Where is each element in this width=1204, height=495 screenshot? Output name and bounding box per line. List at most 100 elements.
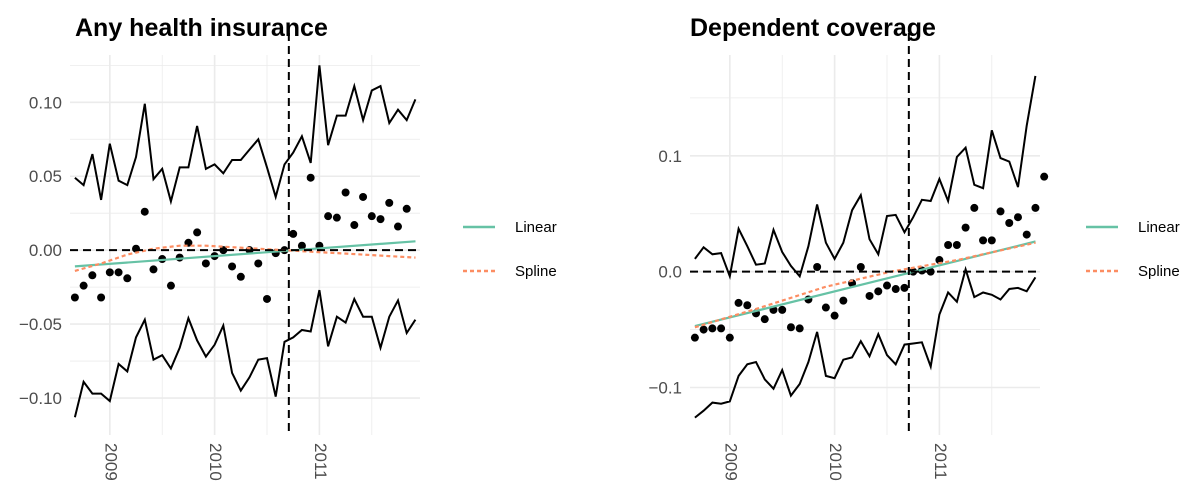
- fit-lines: [694, 240, 1036, 329]
- x-tick-label: 2011: [311, 443, 330, 480]
- data-point: [970, 203, 979, 212]
- data-point: [263, 294, 272, 303]
- data-point: [149, 265, 158, 274]
- data-point: [813, 263, 822, 272]
- data-points: [70, 173, 411, 303]
- data-point: [70, 293, 79, 302]
- reference-lines: [690, 33, 1040, 435]
- data-point: [1013, 213, 1022, 222]
- reference-lines: [70, 33, 420, 435]
- y-tick-label: 0.0: [658, 263, 682, 282]
- fit-lines: [74, 240, 416, 272]
- data-point: [88, 271, 97, 280]
- chart-title: Dependent coverage: [690, 14, 936, 42]
- data-point: [865, 291, 874, 300]
- y-tick-label: −0.10: [19, 389, 62, 408]
- data-point: [979, 236, 988, 245]
- legend-spline-label: Spline: [1138, 263, 1180, 280]
- data-point: [699, 325, 708, 334]
- linear-fit-line: [694, 240, 1036, 328]
- x-tick-label: 2009: [721, 443, 740, 481]
- data-point: [350, 221, 359, 230]
- legend: Linear Spline: [1086, 219, 1180, 280]
- data-point: [795, 324, 804, 333]
- data-point: [734, 298, 743, 307]
- legend-linear-label: Linear: [515, 219, 557, 236]
- x-tick-label: 2010: [206, 443, 225, 481]
- spline-fit-line: [74, 244, 416, 272]
- data-point: [996, 207, 1005, 216]
- data-point: [289, 229, 298, 238]
- x-tick-label: 2009: [101, 443, 120, 481]
- data-point: [219, 246, 228, 255]
- data-point: [952, 241, 961, 249]
- data-point: [140, 207, 149, 216]
- data-point: [393, 222, 402, 231]
- data-point: [166, 281, 175, 290]
- data-point: [359, 192, 368, 201]
- chart-title: Any health insurance: [75, 14, 328, 42]
- y-tick-label: −0.05: [19, 315, 62, 334]
- upper-bound-line: [694, 75, 1037, 281]
- data-point: [883, 281, 892, 290]
- y-tick-label: 0.10: [29, 93, 62, 112]
- y-tick-label: 0.05: [29, 167, 62, 186]
- data-point: [385, 198, 394, 207]
- data-point: [708, 324, 717, 333]
- y-tick-label: 0.1: [658, 147, 682, 166]
- data-point: [778, 305, 787, 314]
- data-point: [987, 236, 996, 245]
- data-point: [874, 287, 883, 296]
- linear-fit-line: [74, 240, 416, 268]
- data-point: [891, 285, 900, 294]
- y-tick-label: 0.00: [29, 241, 62, 260]
- data-point: [856, 263, 865, 272]
- data-point: [236, 272, 245, 281]
- axis-labels: −0.1 0.0 0.1 2009 2010 2011: [648, 147, 949, 481]
- data-point: [254, 259, 263, 268]
- panel-dependent-coverage: Dependent coverage −0.1 0.0 0.1 2009 2010 201…: [648, 14, 1049, 481]
- data-point: [376, 215, 385, 224]
- data-point: [105, 268, 114, 277]
- data-point: [97, 293, 106, 302]
- data-point: [297, 241, 306, 250]
- spline-fit-line: [694, 241, 1036, 329]
- data-point: [193, 228, 202, 237]
- data-point: [332, 213, 341, 222]
- grid: [690, 55, 1040, 435]
- data-points: [690, 172, 1049, 342]
- data-point: [1005, 218, 1014, 227]
- y-tick-label: −0.1: [648, 379, 682, 398]
- data-point: [1040, 172, 1049, 181]
- data-point: [201, 259, 210, 268]
- x-tick-label: 2010: [826, 443, 845, 481]
- confidence-band: [694, 75, 1037, 419]
- data-point: [402, 204, 411, 213]
- data-point: [114, 268, 123, 277]
- data-point: [1031, 203, 1040, 212]
- data-point: [717, 324, 726, 333]
- panel-any-health-insurance: Any health insurance −0.10 −0.05 0.00 0.05 0…: [19, 14, 420, 481]
- data-point: [839, 296, 848, 305]
- axis-labels: −0.10 −0.05 0.00 0.05 0.10 2009 2010 2011: [19, 93, 330, 481]
- legend-spline-label: Spline: [515, 263, 557, 280]
- confidence-band: [73, 65, 417, 418]
- data-point: [830, 311, 839, 320]
- data-point: [123, 274, 132, 283]
- data-point: [821, 303, 830, 312]
- data-point: [228, 262, 237, 271]
- legend-linear-label: Linear: [1138, 219, 1180, 236]
- data-point: [944, 241, 953, 249]
- data-point: [760, 315, 769, 324]
- data-point: [743, 301, 752, 310]
- data-point: [725, 333, 734, 342]
- data-point: [341, 188, 350, 197]
- data-point: [367, 212, 376, 221]
- data-point: [690, 333, 699, 342]
- legend: Linear Spline: [463, 219, 557, 280]
- data-point: [900, 283, 909, 292]
- data-point: [79, 281, 88, 290]
- x-tick-label: 2011: [931, 443, 950, 480]
